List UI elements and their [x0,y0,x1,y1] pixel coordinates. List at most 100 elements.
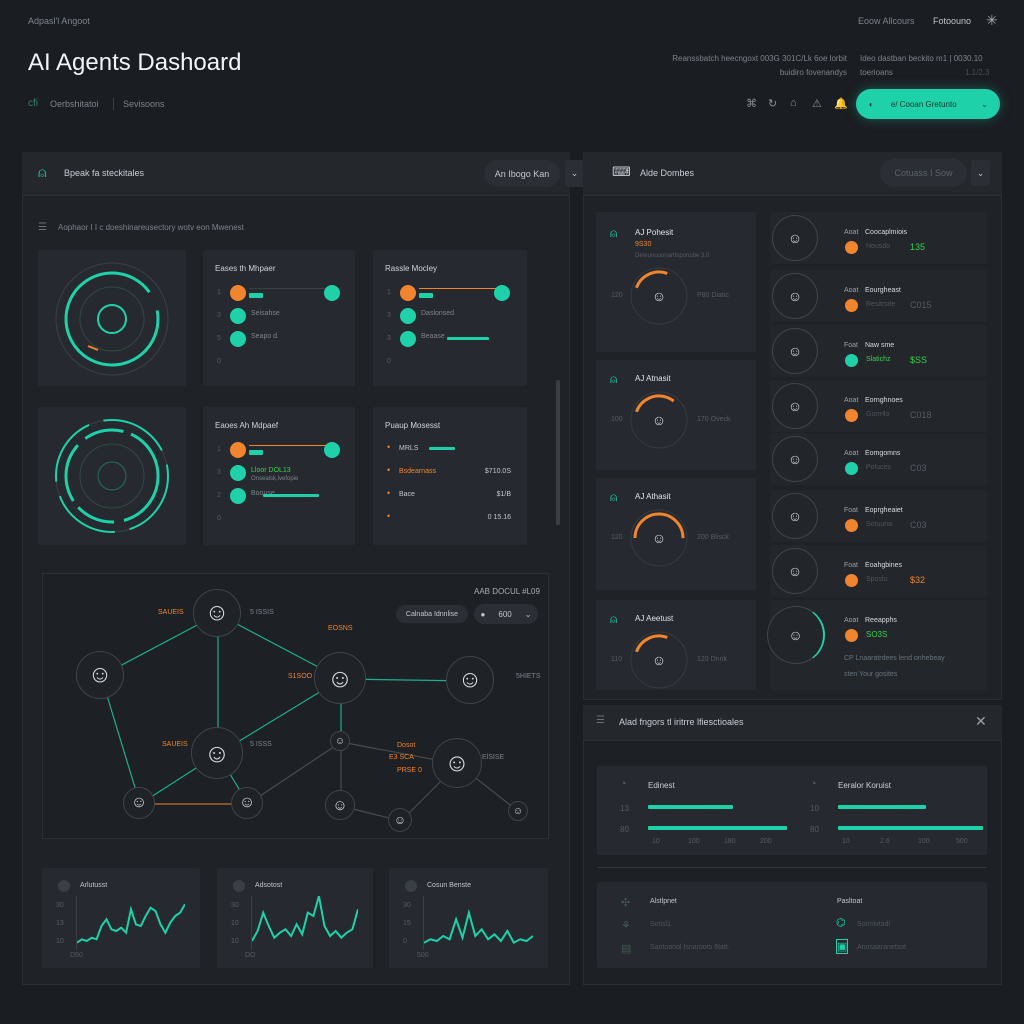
bottom-right-title: Pasltoat [837,898,863,905]
row-prefix: Aoat [844,397,859,404]
row-value: $32 [910,575,926,585]
nav-divider [113,98,114,110]
header-subtitle: buidiro fovenandys [779,68,847,77]
network-select[interactable]: ● 600 ⌄ [474,604,538,624]
node-label: S1SOO [288,673,313,680]
top-link-1[interactable]: Eoow Allcours [858,16,915,26]
top-link-2[interactable]: Fotoouno [933,16,972,26]
row-value: 135 [910,242,926,252]
bottom-left-item[interactable]: Santoanol Isnaroots 6tatt. [650,944,730,951]
left-panel-button[interactable]: An Ibogo Kan [484,160,560,187]
row-note: CP Lnaaratrdees lend onhebeay [844,655,945,662]
close-icon[interactable]: ✕ [975,713,987,729]
status-dot [400,285,416,301]
status-dot [845,409,858,422]
agent-node[interactable]: ☺ [314,652,366,704]
bullet: • [387,488,391,498]
avatar: ☺ [772,273,818,319]
asterisk-icon[interactable]: ✳ [986,12,998,28]
x-tick: 100 [918,838,930,845]
node-label: SAUEIS [158,609,184,616]
node-label: PRSE 0 [397,767,422,774]
row-prefix: Foat [844,342,859,349]
agent-card[interactable] [596,600,756,690]
row-index: 1 [217,289,221,296]
agent-metric-left: 120 [611,292,623,299]
metric-card-title: Eases th Mhpaer [215,264,276,273]
chart-icon [405,880,417,892]
bell-icon[interactable]: 🔔 [834,98,848,110]
metric-card [203,250,355,386]
agent-gauge: ☺ [630,391,688,449]
bottom-right-item[interactable]: Sormivtadi [857,921,891,928]
bottom-left-icon: ⚘ [621,920,631,932]
agent-metric-left: 110 [611,656,623,663]
stat-label: 13 [620,804,629,813]
y-tick: 30 [56,902,64,909]
agent-node[interactable]: ☺ [330,731,350,751]
agent-card[interactable] [596,360,756,470]
agent-desc: Deteunuoonarttsponobe 3.0 [635,253,710,259]
radar-gauge-icon [48,258,176,380]
progress-track [419,288,499,289]
row-value: C015 [910,300,932,310]
agent-node[interactable]: ☺ [446,656,494,704]
menu-icon[interactable]: ☰ [596,715,605,726]
nav-item[interactable]: Oerbshitatoi [50,99,99,109]
avatar: ☺ [767,606,825,664]
robot-icon: ⌨ [612,164,631,179]
nav-item[interactable]: Sevisoons [123,99,165,109]
node-label: 5 ISSIS [250,609,274,616]
chevron-down-icon[interactable]: ⌄ [565,160,584,187]
status-dot [230,285,246,301]
row-value: $710.0S [484,468,511,475]
node-label: E3 SCA [389,754,414,761]
radar-gauge-icon [48,415,176,537]
agent-node[interactable]: ☺ [76,651,124,699]
agent-card[interactable] [596,212,756,352]
network-filter-button[interactable]: Calnaba Idnnlise [396,605,468,623]
network-edge [247,741,342,805]
page-title: AI Agents Dashoard [28,49,242,76]
row-index: 0 [387,358,391,365]
row-name: Eoprgheaiet [865,507,903,514]
avatar: ☺ [772,215,818,261]
svg-text:☺: ☺ [652,288,666,304]
agent-node[interactable]: ☺ [193,589,241,637]
right-panel-button[interactable]: Cotuass I Sow [880,159,967,187]
chevron-down-icon[interactable]: ⌄ [971,160,990,186]
row-status: Sposlu [866,576,888,583]
agent-node[interactable]: ☺ [325,790,355,820]
agent-node[interactable]: ☺ [432,738,482,788]
agent-card[interactable] [596,478,756,590]
primary-button[interactable]: ◖ e/ Cooan Gretunto ⌄ [856,89,1000,119]
avatar: ☺ [772,328,818,374]
agent-metric-right: P80 Diatic [697,292,729,299]
stats-card [597,766,987,855]
menu-icon[interactable]: ☰ [38,222,47,233]
agent-node[interactable]: ☺ [388,808,412,832]
bottom-right-item[interactable]: Annsaaranetsot [857,944,907,951]
section-caption: Aophaor I I c doeshinareusectory wotv eo… [58,223,244,232]
row-status: Resitrsite [866,301,896,308]
scrollbar[interactable] [556,380,560,525]
bullet: • [387,465,391,475]
row-prefix: Foat [844,562,859,569]
network-icon[interactable]: ⌘ [746,98,757,110]
breadcrumb[interactable]: Adpasl'l Angoot [28,16,90,26]
refresh-icon[interactable]: ↻ [768,98,778,110]
bottom-left-item[interactable]: Sotisl1 [650,921,672,928]
home-icon[interactable]: ⌂ [790,97,797,109]
alert-icon[interactable]: ⚠ [812,98,822,110]
row-label: Beaase [421,333,445,340]
row-label: Bace [399,491,415,498]
agent-node[interactable]: ☺ [123,787,155,819]
sparkline-series [76,903,186,944]
avatar: ☺ [772,493,818,539]
agent-node[interactable]: ☺ [508,801,528,821]
svg-text:☺: ☺ [652,530,666,546]
agent-node[interactable]: ☺ [231,787,263,819]
agent-name: AJ Atnasit [635,374,671,383]
y-tick: 13 [56,920,64,927]
agent-node[interactable]: ☺ [191,727,243,779]
